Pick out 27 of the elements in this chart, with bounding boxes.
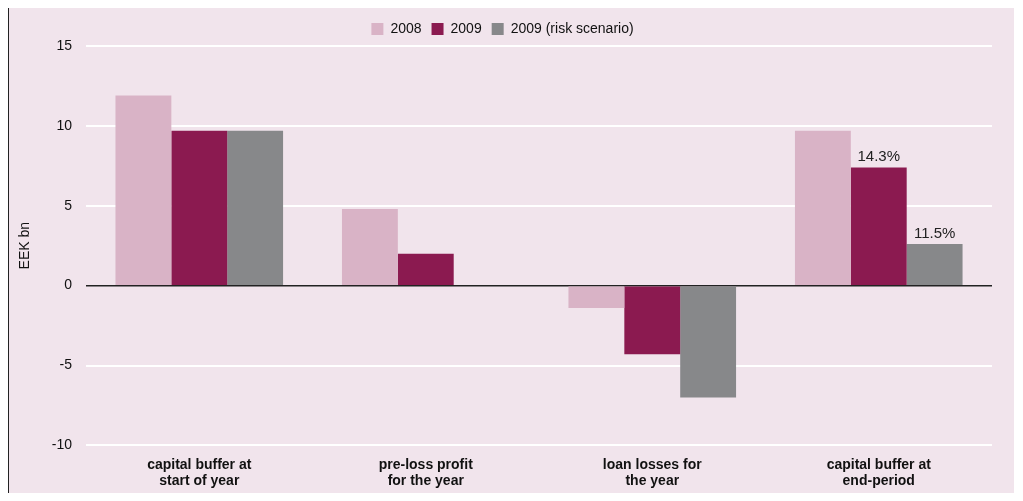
bar — [341, 208, 398, 285]
y-tick-label: -10 — [51, 436, 73, 453]
annotation: 14.3% — [857, 147, 901, 165]
bar — [680, 286, 737, 398]
y-tick-label: 10 — [56, 116, 73, 133]
bar — [906, 244, 963, 285]
bar — [397, 253, 454, 285]
legend-label: 2009 — [450, 19, 482, 36]
annotation: 11.5% — [913, 223, 956, 241]
x-tick-label: loan losses for the year — [602, 455, 703, 489]
legend-label: 2008 — [390, 19, 422, 36]
y-tick-label: 0 — [64, 276, 73, 293]
y-axis-title: EEK bn — [16, 221, 33, 270]
y-tick-label: 15 — [56, 36, 73, 53]
bar — [850, 167, 907, 285]
y-tick-label: 5 — [64, 196, 73, 213]
bar — [171, 130, 228, 285]
x-tick-label: capital buffer at start of year — [147, 455, 252, 489]
x-tick-label: pre-loss profit for the year — [378, 455, 474, 489]
y-tick-label: -5 — [59, 356, 73, 373]
bar — [568, 286, 625, 309]
x-tick-label: capital buffer at end-period — [826, 455, 932, 489]
bar — [115, 95, 172, 285]
bar — [624, 286, 681, 355]
bar — [794, 130, 851, 285]
legend-label: 2009 (risk scenario) — [510, 19, 634, 36]
bar — [227, 130, 284, 285]
